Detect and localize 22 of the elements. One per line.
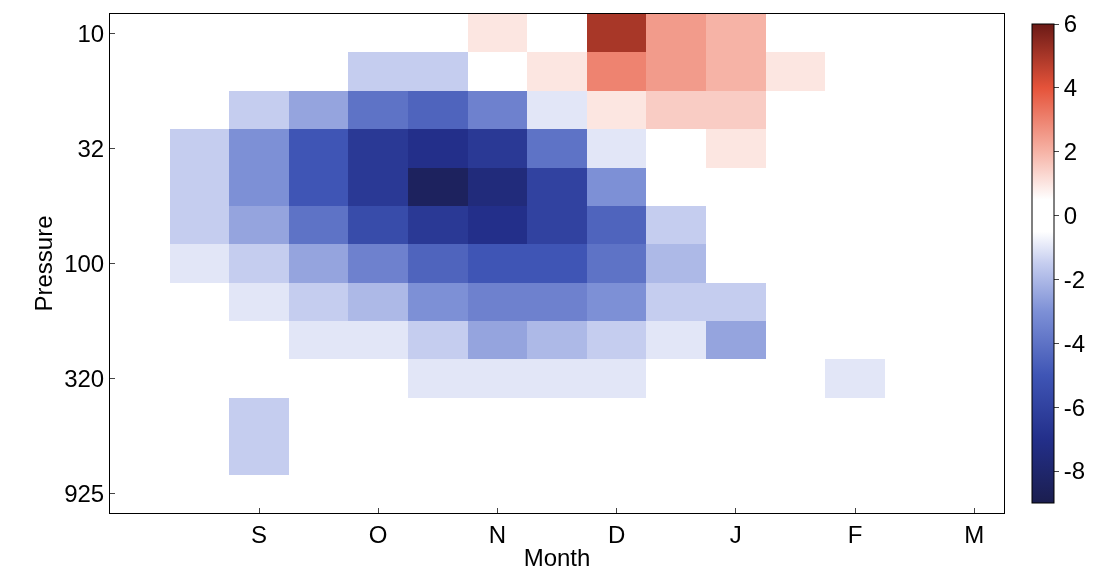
color-bar-label: 4 (1063, 74, 1078, 102)
x-tick-label: N (488, 520, 507, 548)
y-tick-label: 925 (64, 480, 105, 508)
x-tick-label: D (607, 520, 626, 548)
color-bar-label: -4 (1063, 329, 1086, 357)
x-tick-label: M (964, 520, 985, 548)
color-bar-label: -8 (1063, 457, 1086, 485)
x-axis-title: Month (523, 544, 591, 572)
color-bar-label: -2 (1063, 265, 1086, 293)
y-tick-label: 32 (77, 134, 105, 162)
x-tick-label: F (847, 520, 863, 548)
color-bar-label: 6 (1063, 10, 1078, 38)
x-tick-label: O (368, 520, 388, 548)
color-bar-label: 2 (1063, 138, 1078, 166)
y-tick-label: 10 (77, 19, 105, 47)
x-tick-label: S (250, 520, 268, 548)
color-bar-label: 0 (1063, 202, 1078, 229)
x-tick-label: J (729, 520, 742, 548)
y-tick-label: 320 (64, 365, 105, 393)
y-axis-title: Pressure (30, 215, 57, 312)
y-tick-label: 100 (64, 249, 105, 277)
color-bar-label: -6 (1063, 393, 1086, 421)
